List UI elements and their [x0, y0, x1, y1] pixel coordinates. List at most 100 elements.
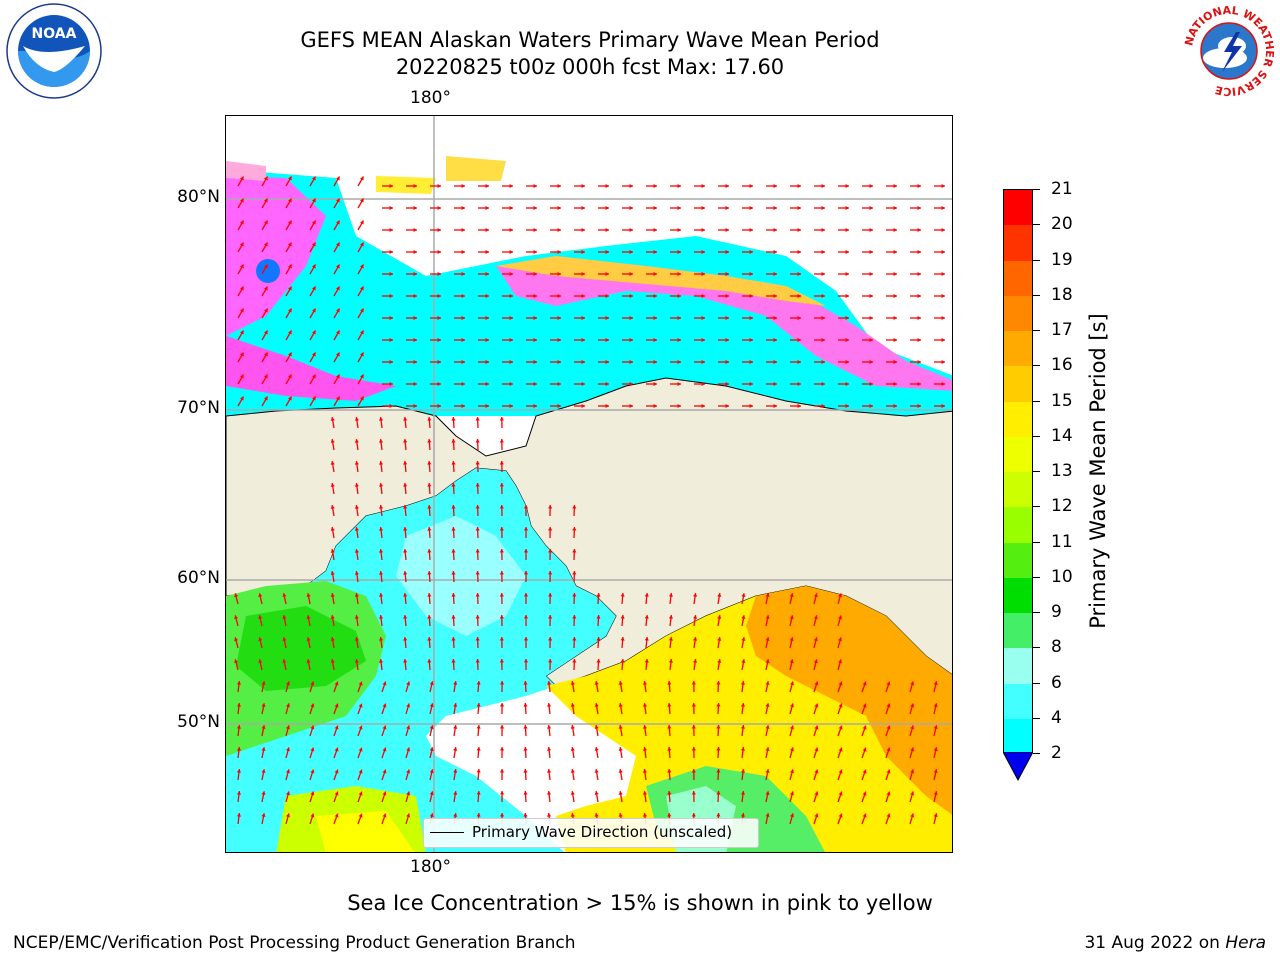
wave-arrow-head: [485, 337, 489, 343]
wave-arrow-head: [725, 403, 729, 409]
wave-arrow-head: [765, 747, 770, 752]
wave-arrow-head: [523, 703, 528, 707]
wave-arrow-head: [360, 396, 364, 401]
wave-arrow-head: [312, 220, 316, 225]
wave-arrow-head: [485, 315, 489, 321]
colorbar-tick-label: 20: [1051, 214, 1073, 235]
wave-arrow-head: [821, 381, 825, 387]
wave-arrow-head: [264, 396, 268, 401]
wave-arrow-head: [336, 374, 340, 379]
wave-arrow-head: [845, 249, 849, 255]
wave-arrow-head: [572, 637, 577, 641]
colorbar-segment: [1004, 401, 1032, 438]
wave-arrow-head: [476, 725, 481, 729]
wave-arrow-head: [533, 227, 537, 233]
wave-arrow-head: [570, 725, 575, 729]
wave-arrow-head: [677, 315, 681, 321]
wave-arrow-head: [475, 461, 480, 465]
colorbar-tick-label: 10: [1051, 566, 1073, 587]
wave-arrow-head: [461, 183, 465, 189]
wave-arrow-head: [581, 271, 585, 277]
wave-arrow-head: [406, 703, 411, 708]
colorbar-tick: [1033, 365, 1040, 367]
wave-arrow-head: [427, 483, 432, 487]
wave-arrow-head: [869, 249, 873, 255]
wave-arrow-head: [533, 337, 537, 343]
wave-arrow-head: [413, 359, 417, 365]
wave-arrow-head: [451, 637, 456, 641]
wave-arrow-head: [234, 615, 239, 620]
wave-arrow-head: [570, 769, 575, 773]
colorbar-segment: [1004, 260, 1032, 297]
wave-arrow-head: [548, 615, 553, 619]
wave-arrow-head: [765, 681, 770, 686]
wave-arrow-head: [642, 769, 648, 773]
wave-arrow-head: [693, 615, 698, 619]
wave-arrow-head: [330, 417, 335, 421]
wave-arrow-head: [644, 615, 649, 619]
wave-arrow-head: [360, 264, 364, 269]
wave-arrow-head: [862, 703, 867, 708]
wave-arrow-head: [451, 461, 456, 465]
wave-arrow-head: [869, 271, 873, 277]
wave-arrow-head: [821, 403, 825, 409]
wave-arrow-head: [264, 374, 268, 379]
wave-arrow-head: [596, 615, 601, 619]
colorbar-segment: [1004, 542, 1032, 579]
wave-arrow-head: [917, 403, 921, 409]
wave-arrow-head: [667, 813, 672, 817]
wave-arrow-head: [476, 747, 481, 751]
wave-arrow-head: [312, 374, 316, 379]
wave-arrow-head: [765, 769, 770, 774]
wave-arrow-head: [557, 359, 561, 365]
wave-arrow-head: [570, 813, 575, 817]
wave-arrow-head: [509, 403, 513, 409]
wave-arrow-head: [581, 315, 585, 321]
wave-arrow-head: [389, 183, 393, 189]
colorbar-tick: [1033, 717, 1040, 719]
wave-arrow-head: [334, 725, 339, 730]
wave-arrow-head: [596, 593, 601, 597]
wave-arrow-head: [653, 271, 657, 277]
wave-arrow-head: [379, 549, 384, 553]
wave-arrow-head: [437, 337, 441, 343]
wave-arrow-head: [282, 637, 287, 642]
wave-arrow-head: [629, 359, 633, 365]
wave-arrow-head: [240, 220, 244, 225]
wave-arrow-head: [667, 769, 672, 773]
wave-arrow-head: [581, 205, 585, 211]
wave-arrow-head: [862, 681, 867, 686]
wave-arrow-head: [677, 227, 681, 233]
wave-arrow-head: [240, 352, 244, 357]
colorbar-tick: [1033, 576, 1040, 578]
wave-arrow-head: [749, 315, 753, 321]
wave-arrow-head: [933, 769, 938, 774]
lon-label-top: 180°: [410, 88, 451, 108]
wave-arrow-head: [629, 293, 633, 299]
wave-arrow-head: [845, 337, 849, 343]
wave-arrow-head: [797, 293, 801, 299]
wave-arrow-head: [379, 527, 384, 531]
wave-arrow-head: [677, 337, 681, 343]
wave-arrow-head: [821, 205, 825, 211]
wave-arrow-head: [653, 359, 657, 365]
wave-arrow-head: [406, 725, 411, 730]
wave-arrow-head: [413, 337, 417, 343]
wave-arrow-head: [451, 483, 456, 487]
wave-arrow-head: [499, 659, 504, 663]
wave-arrow-head: [813, 593, 818, 598]
colorbar-segment: [1004, 225, 1032, 261]
wave-arrow-head: [451, 593, 456, 597]
wave-arrow-head: [693, 593, 698, 597]
wave-arrow-head: [334, 681, 339, 686]
wave-arrow-head: [773, 271, 777, 277]
wave-arrow-head: [403, 439, 408, 443]
wave-arrow-head: [716, 725, 721, 729]
chart-title: GEFS MEAN Alaskan Waters Primary Wave Me…: [300, 28, 880, 52]
wave-arrow-head: [499, 637, 504, 641]
wave-arrow-head: [618, 813, 623, 817]
wave-arrow-head: [288, 176, 292, 181]
wave-arrow-head: [334, 813, 339, 818]
wave-arrow-head: [933, 681, 938, 686]
yellow-southwest: [316, 811, 415, 852]
